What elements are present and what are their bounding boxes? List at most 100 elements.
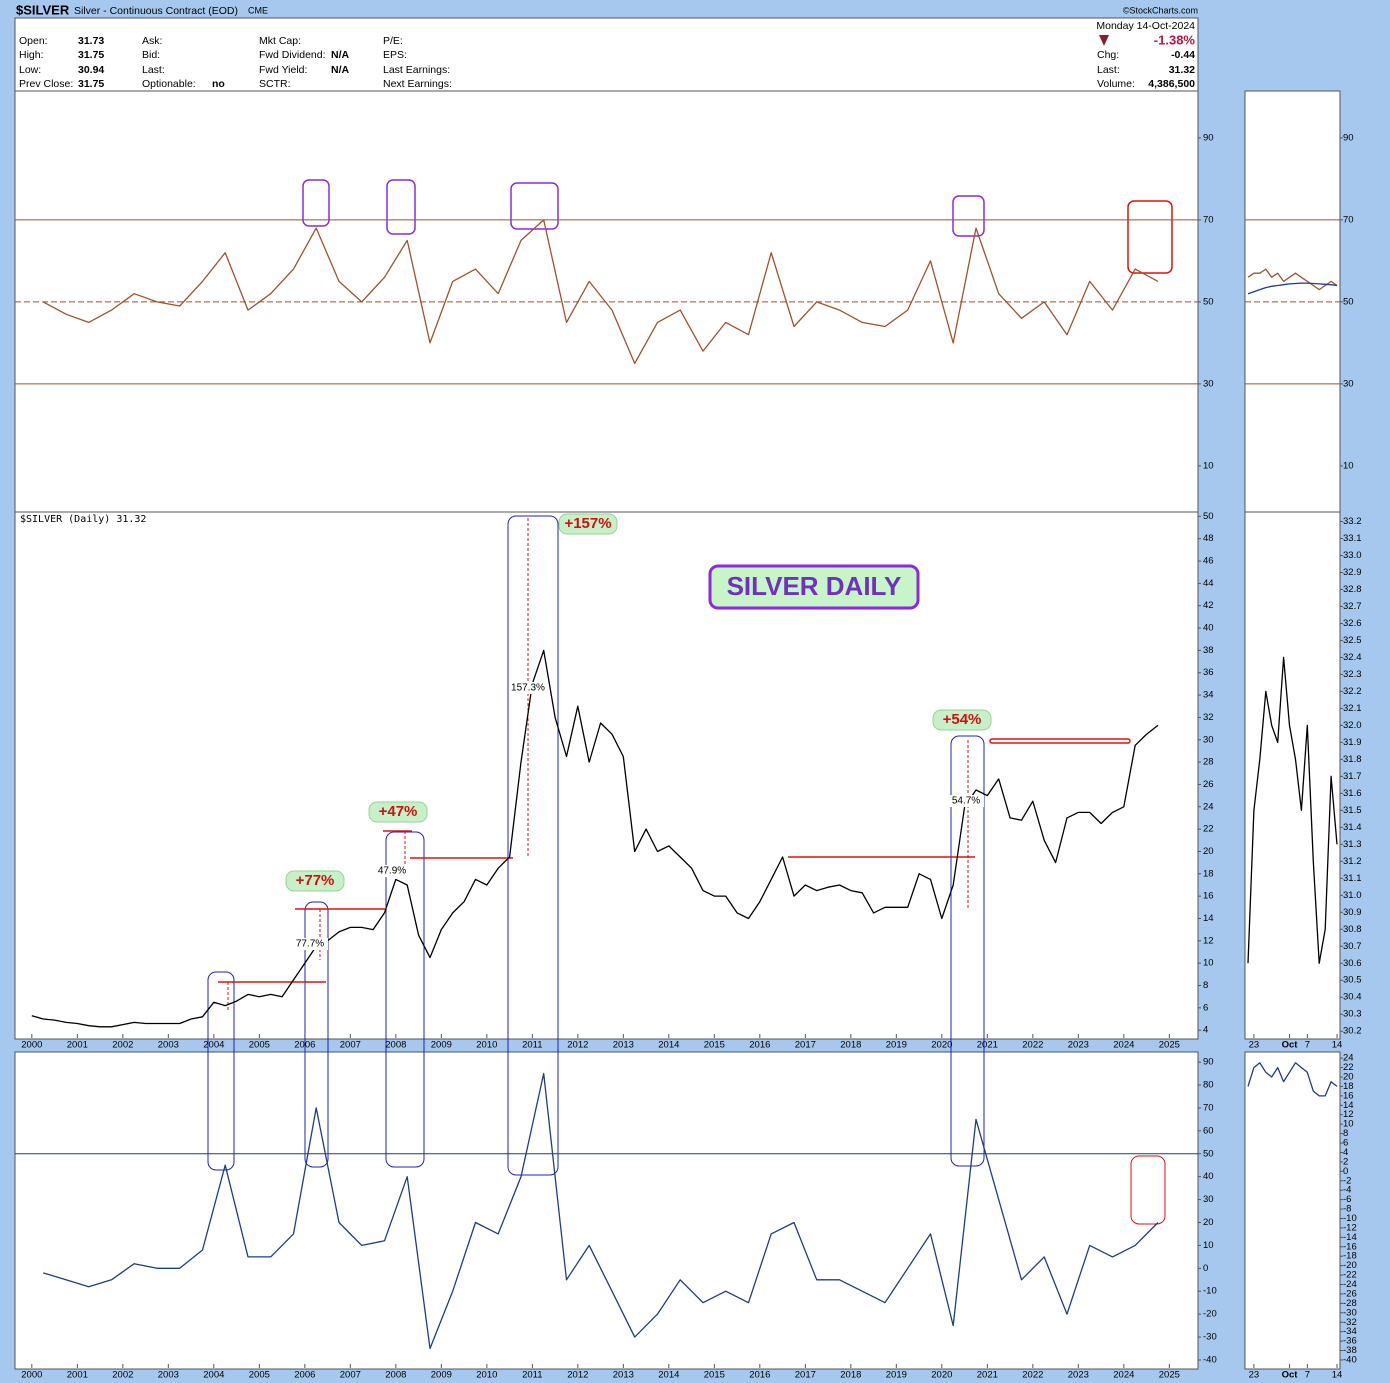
y-tick-label: 31.4 xyxy=(1343,822,1362,833)
y-tick-label: 34 xyxy=(1203,690,1214,701)
resistance-line xyxy=(989,738,1131,744)
x-tick-label: 2013 xyxy=(613,1370,634,1381)
y-tick-label: 16 xyxy=(1203,891,1214,902)
y-tick-label: 18 xyxy=(1203,868,1214,879)
field-label: Open: xyxy=(19,35,48,47)
y-tick-label: 31.8 xyxy=(1343,754,1362,765)
y-tick-label: 36 xyxy=(1203,667,1214,678)
y-tick-label: 4 xyxy=(1343,1147,1348,1158)
x-tick-label: 23 xyxy=(1249,1040,1260,1051)
x-tick-label: 2005 xyxy=(249,1040,270,1051)
highlight-box xyxy=(952,195,985,237)
title-box xyxy=(708,564,920,610)
y-tick-label: -4 xyxy=(1343,1185,1351,1196)
series-line xyxy=(1247,282,1338,295)
y-tick-label: 10 xyxy=(1203,460,1214,471)
x-tick-label: 2009 xyxy=(431,1040,452,1051)
quote-date: Monday 14-Oct-2024 xyxy=(1096,20,1195,32)
y-tick-label: 8 xyxy=(1203,980,1208,991)
watermark: ©StockCharts.com xyxy=(1123,5,1198,15)
y-tick-label: -26 xyxy=(1343,1288,1357,1299)
x-tick-label: 2012 xyxy=(567,1370,588,1381)
y-tick-label: 70 xyxy=(1203,1102,1214,1113)
x-tick-label: 2015 xyxy=(704,1040,725,1051)
y-tick-label: 31.6 xyxy=(1343,788,1362,799)
x-tick-label: 2012 xyxy=(567,1040,588,1051)
description: Silver - Continuous Contract (EOD) xyxy=(74,5,238,17)
y-tick-label: 32.7 xyxy=(1343,601,1362,612)
x-tick-label: 2022 xyxy=(1022,1370,1043,1381)
gain-badge xyxy=(368,801,428,823)
y-tick-label: 32.4 xyxy=(1343,652,1362,663)
y-tick-label: 30 xyxy=(1343,378,1354,389)
y-tick-label: -38 xyxy=(1343,1345,1357,1356)
y-tick-label: 22 xyxy=(1203,824,1214,835)
x-tick-label: 2017 xyxy=(795,1040,816,1051)
y-tick-label: 14 xyxy=(1343,1100,1354,1111)
y-tick-label: 10 xyxy=(1203,958,1214,969)
y-tick-label: -10 xyxy=(1343,1213,1357,1224)
field-label: Fwd Yield: xyxy=(259,64,307,76)
field-label: P/E: xyxy=(383,35,403,47)
y-tick-label: -10 xyxy=(1203,1286,1217,1297)
down-arrow xyxy=(1099,35,1109,46)
x-tick-label: Oct xyxy=(1282,1040,1299,1051)
field-value: 31.73 xyxy=(78,35,104,47)
gain-label: +157% xyxy=(564,515,611,532)
y-tick-label: 90 xyxy=(1203,1057,1214,1068)
field-label: Mkt Cap: xyxy=(259,35,301,47)
highlight-box xyxy=(386,179,416,235)
x-tick-label: 2015 xyxy=(704,1370,725,1381)
series-line xyxy=(1247,1062,1338,1097)
field-value: N/A xyxy=(331,64,350,76)
price-legend: $SILVER (Daily) 31.32 xyxy=(20,514,146,525)
y-tick-label: 70 xyxy=(1203,214,1214,225)
x-tick-label: 2004 xyxy=(203,1370,224,1381)
y-tick-label: 46 xyxy=(1203,556,1214,567)
y-tick-label: -34 xyxy=(1343,1326,1357,1337)
gain-pct-bg xyxy=(510,682,546,694)
x-tick-label: 2023 xyxy=(1068,1040,1089,1051)
x-tick-label: 2002 xyxy=(112,1370,133,1381)
x-tick-label: 2011 xyxy=(522,1040,542,1051)
field-value: no xyxy=(212,78,225,90)
y-tick-label: -18 xyxy=(1343,1251,1357,1262)
y-tick-label: 40 xyxy=(1203,623,1214,634)
x-tick-label: 2006 xyxy=(294,1040,315,1051)
field-label: Prev Close: xyxy=(19,78,73,90)
y-tick-label: 20 xyxy=(1203,1217,1214,1228)
field-label: High: xyxy=(19,49,44,61)
x-tick-label: Oct xyxy=(1282,1370,1299,1381)
y-tick-label: 26 xyxy=(1203,779,1214,790)
y-tick-label: 30.8 xyxy=(1343,924,1362,935)
y-tick-label: 30 xyxy=(1203,1194,1214,1205)
field-value: 31.75 xyxy=(78,49,104,61)
y-tick-label: 32.9 xyxy=(1343,567,1362,578)
x-tick-label: 2024 xyxy=(1113,1040,1134,1051)
summary-label: Volume: xyxy=(1097,78,1135,90)
x-tick-label: 23 xyxy=(1249,1370,1260,1381)
gain-label: +77% xyxy=(296,872,335,889)
y-tick-label: 44 xyxy=(1203,578,1214,589)
y-tick-label: -8 xyxy=(1343,1204,1351,1215)
x-tick-label: 2018 xyxy=(840,1370,861,1381)
x-tick-label: 2020 xyxy=(931,1040,952,1051)
y-tick-label: 22 xyxy=(1343,1062,1354,1073)
field-value: 30.94 xyxy=(78,64,104,76)
y-tick-label: 28 xyxy=(1203,757,1214,768)
x-tick-label: 2016 xyxy=(749,1040,770,1051)
y-tick-label: 48 xyxy=(1203,533,1214,544)
x-tick-label: 2016 xyxy=(749,1370,770,1381)
gain-pct: 54.7% xyxy=(952,796,980,807)
x-tick-label: 2019 xyxy=(886,1370,907,1381)
x-tick-label: 2008 xyxy=(385,1040,406,1051)
x-tick-label: 2017 xyxy=(795,1370,816,1381)
y-tick-label: 30.6 xyxy=(1343,958,1362,969)
field-label: EPS: xyxy=(383,49,407,61)
x-tick-label: 2014 xyxy=(658,1040,679,1051)
series-line xyxy=(42,219,1159,365)
y-tick-label: -16 xyxy=(1343,1241,1357,1252)
y-tick-label: -2 xyxy=(1343,1175,1351,1186)
y-tick-label: -12 xyxy=(1343,1222,1357,1233)
y-tick-label: 31.9 xyxy=(1343,737,1362,748)
